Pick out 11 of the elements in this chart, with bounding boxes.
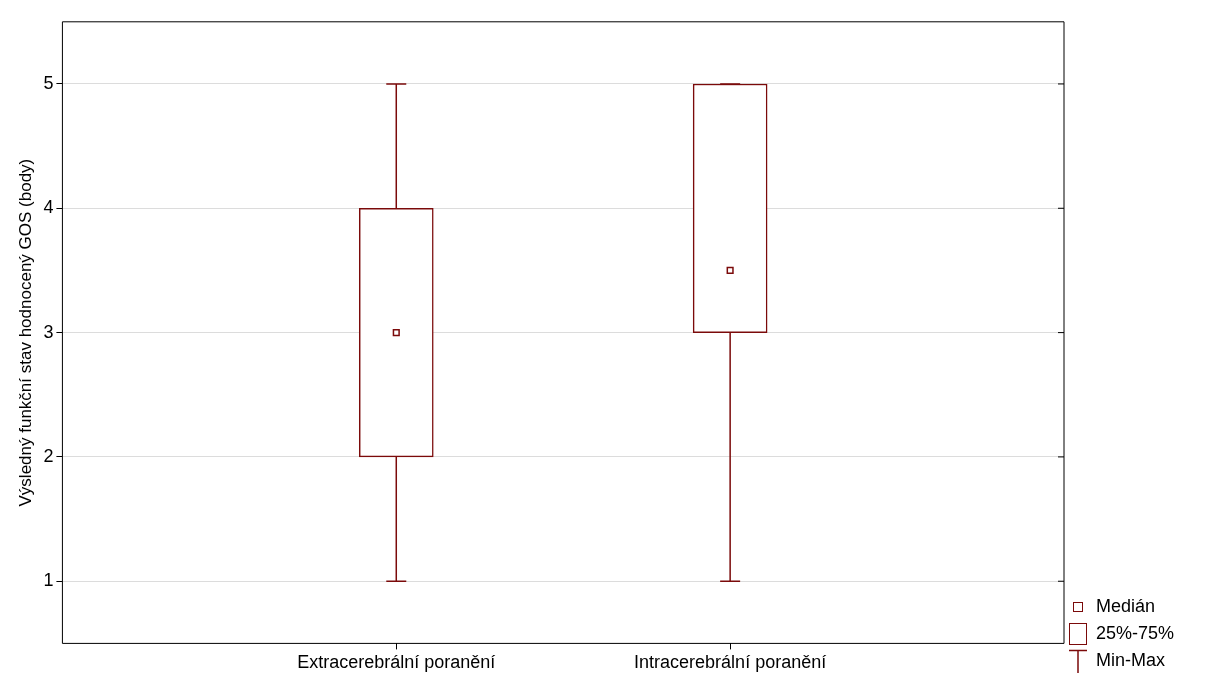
y-tick-label: 1 — [43, 570, 54, 591]
y-axis-title: Výsledný funkční stav hodnocený GOS (body) — [15, 158, 35, 507]
text: Min-Max — [1096, 650, 1166, 671]
x-tick-label: Extracerebrální poranění — [297, 652, 496, 673]
y-tick-label: 4 — [43, 197, 54, 218]
y-tick-label: 5 — [43, 72, 54, 93]
y-tick-label: 2 — [43, 445, 54, 466]
text: Medián — [1096, 596, 1156, 617]
x-tick-label: Intracerebrální poranění — [634, 652, 827, 673]
y-tick-label: 3 — [43, 321, 54, 342]
text: 25%-75% — [1096, 623, 1175, 644]
